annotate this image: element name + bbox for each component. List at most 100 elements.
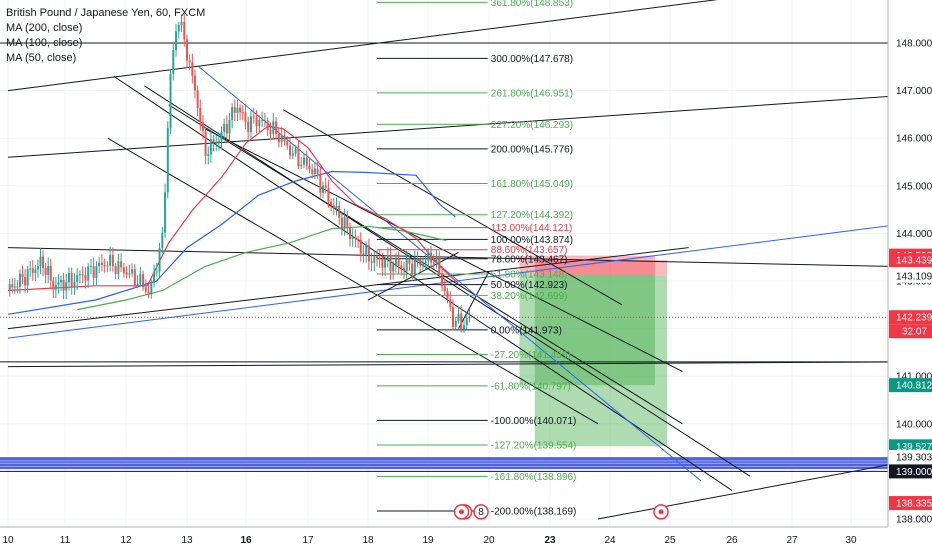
fib-level-label: -161.80%(138.896) (491, 472, 577, 483)
trend-line-4[interactable] (7, 247, 689, 330)
candle-body (263, 120, 266, 122)
candle-body (424, 261, 427, 264)
legend-ma200[interactable]: MA (200, close) (6, 22, 83, 34)
candle-body (266, 120, 269, 130)
x-tick-label: 23 (544, 535, 556, 546)
fib-extension[interactable]: 361.80%(148.853) 300.00%(147.678) 261.80%(… (377, 0, 576, 517)
fib-level-label: 38.20%(142.699) (491, 291, 568, 302)
candle-body (217, 140, 220, 142)
target-zone-1[interactable] (519, 274, 656, 386)
candle-body (454, 320, 457, 327)
trend-line-6[interactable] (7, 361, 905, 368)
candle-body (272, 121, 275, 134)
event-markers[interactable]: 98 (453, 504, 669, 520)
candle-body (122, 267, 125, 273)
candle-body (378, 257, 381, 260)
trend-line-3[interactable] (7, 247, 905, 268)
fib-level-label: -200.00%(138.169) (491, 506, 577, 517)
candle-body (26, 269, 29, 286)
candle-body (133, 269, 136, 286)
candle-body (92, 266, 95, 278)
candle-body (275, 121, 278, 134)
candle-body (204, 130, 207, 156)
candle-body (199, 107, 202, 123)
candle-body (324, 185, 327, 188)
candle-body (460, 313, 463, 330)
trend-line-8[interactable] (144, 85, 751, 477)
candle-body (109, 254, 112, 266)
fib-level-label: 127.20%(144.392) (491, 210, 573, 221)
candle-body (36, 265, 39, 270)
trend-line-14[interactable] (367, 251, 459, 301)
position-zones[interactable] (519, 255, 668, 447)
stop-zone-2[interactable] (534, 260, 667, 276)
candle-body (373, 255, 376, 263)
candle-body (114, 266, 117, 274)
candle-body (435, 256, 438, 264)
candle-body (308, 166, 311, 170)
candle-body (465, 318, 468, 326)
candle-body (186, 39, 188, 61)
candle-body (87, 266, 90, 281)
candle-body (153, 271, 156, 283)
candle-body (103, 264, 106, 267)
candle-body (21, 273, 24, 277)
candle-body (413, 259, 416, 274)
x-tick-label: 26 (726, 535, 738, 546)
candle-body (76, 275, 79, 282)
candle-body (177, 24, 180, 32)
trend-line-11[interactable] (282, 109, 623, 306)
candle-body (34, 269, 37, 273)
candle-body (343, 217, 346, 229)
trend-line-1[interactable] (7, 0, 750, 92)
price-tag-text: 143.439 (896, 256, 932, 267)
support-band[interactable] (0, 457, 888, 470)
candle-body (78, 274, 81, 276)
candle-body (70, 272, 73, 287)
candle-body (223, 123, 226, 132)
legend-title[interactable]: British Pound / Japanese Yen, 60, FXCM (6, 7, 206, 19)
candle-body (452, 307, 455, 327)
trend-lines[interactable] (0, 0, 905, 520)
candle-body (209, 139, 212, 155)
trend-line-12[interactable] (107, 137, 599, 425)
candle-body (142, 274, 145, 288)
candle-body (446, 291, 449, 300)
candle-body (11, 284, 14, 288)
ma-line-1 (77, 225, 447, 311)
candle-body (111, 254, 114, 267)
candle-body (311, 169, 314, 175)
event-marker-2[interactable] (473, 504, 489, 520)
candle-body (24, 276, 27, 286)
countdown-tag (889, 324, 932, 339)
candle-body (228, 119, 231, 134)
candle-body (405, 259, 408, 271)
price-tag (889, 378, 932, 393)
trend-line-2[interactable] (7, 94, 905, 158)
price-tag-text: 139.000 (896, 467, 932, 478)
candle-body (207, 154, 210, 156)
candle-body (305, 157, 308, 167)
trend-line-15[interactable] (458, 271, 490, 329)
price-tag (889, 439, 932, 454)
legend-ma100[interactable]: MA (100, close) (6, 37, 83, 49)
candle-body (84, 275, 87, 281)
candle-body (175, 31, 178, 50)
candle-body (139, 274, 142, 284)
price-tag (889, 268, 932, 283)
trend-line-13[interactable] (597, 461, 905, 520)
candle-body (155, 271, 158, 273)
time-axis[interactable]: 10 11 12 13 16 17 18 19 20 23 24 25 26 27 30 (2, 535, 857, 546)
candle-body (241, 112, 244, 114)
candle-body (286, 141, 289, 146)
price-tag (889, 496, 932, 511)
target-zone-2[interactable] (534, 275, 667, 447)
candle-body (16, 286, 19, 288)
candle-body (225, 123, 228, 134)
legend-ma50[interactable]: MA (50, close) (6, 52, 77, 64)
candle-body (136, 283, 139, 286)
candle-body (158, 248, 161, 272)
x-tick-label: 10 (2, 535, 14, 546)
